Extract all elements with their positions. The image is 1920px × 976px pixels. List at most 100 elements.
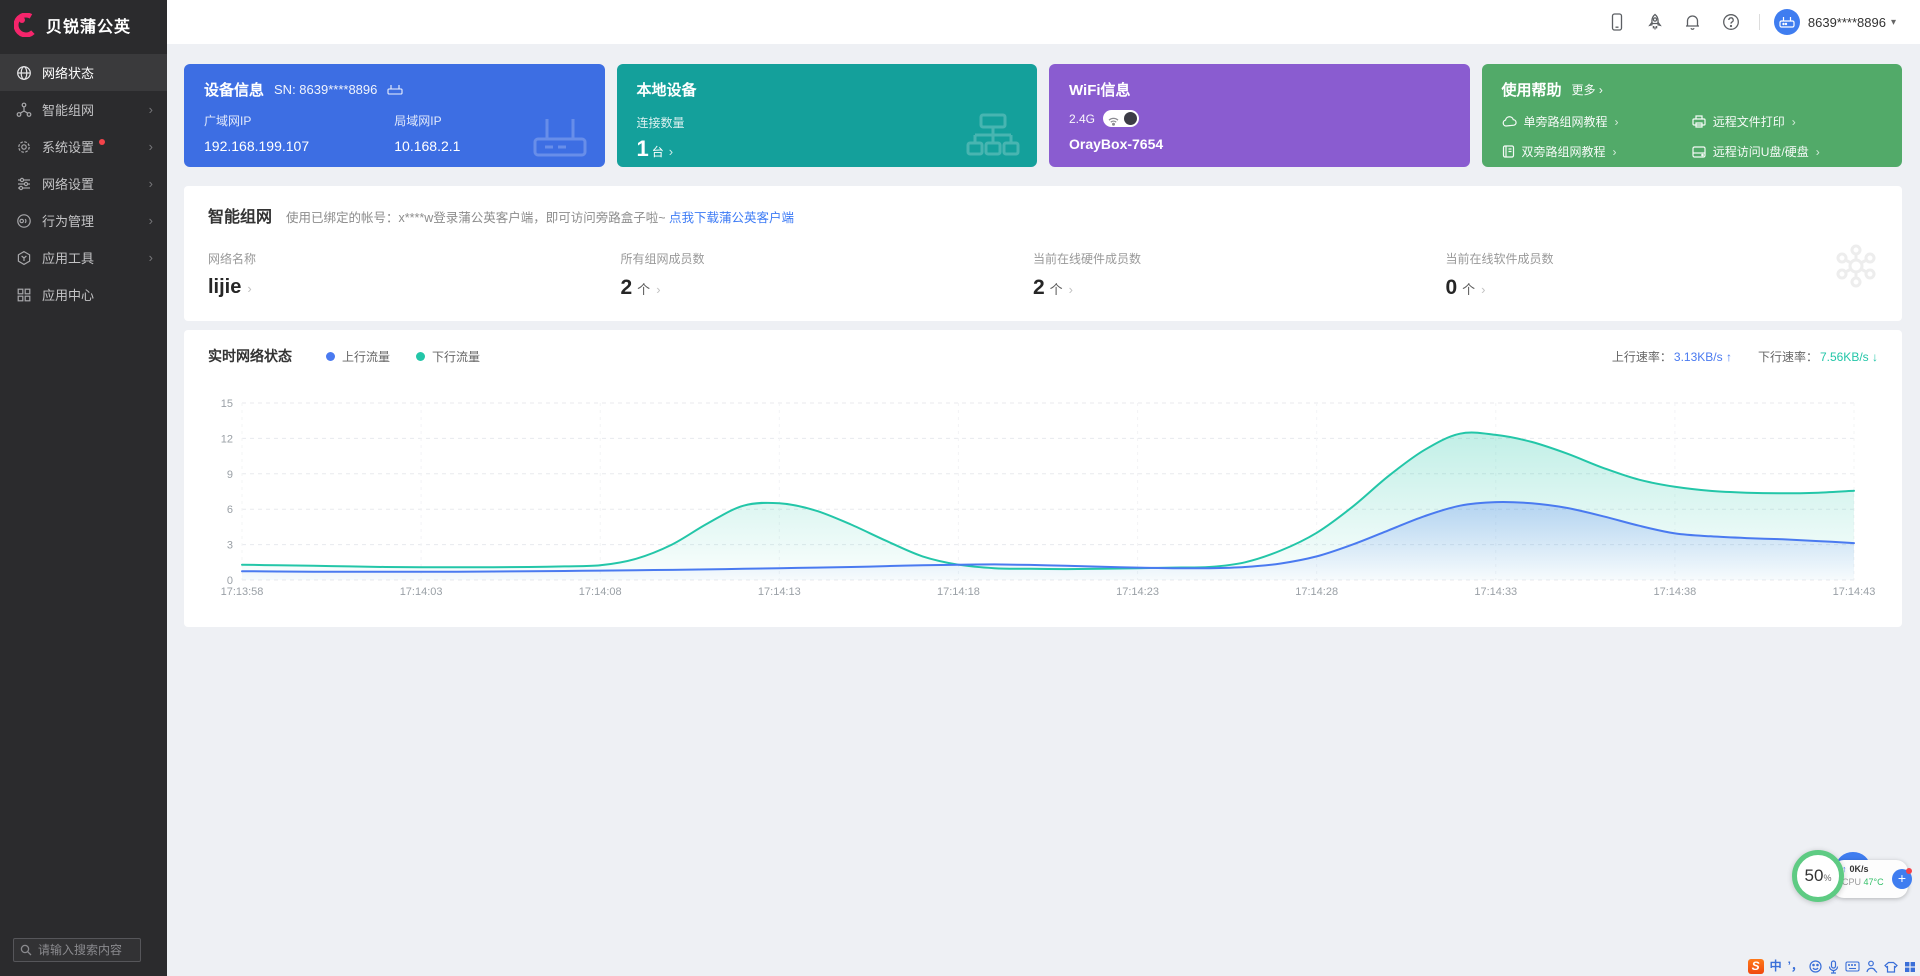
chevron-right-icon: › bbox=[668, 144, 674, 159]
wifi-toggle[interactable] bbox=[1103, 110, 1140, 127]
keyboard-icon[interactable] bbox=[1845, 961, 1860, 972]
device-sn: SN: 8639****8896 bbox=[274, 82, 378, 97]
svg-text:0: 0 bbox=[227, 575, 233, 587]
chart-legend: 上行流量 下行流量 bbox=[326, 348, 480, 365]
card-title: 设备信息 bbox=[204, 82, 265, 99]
ime-toolbar: S 中 ’， bbox=[1747, 958, 1916, 975]
sidebar-item-smart-network[interactable]: 智能组网 › bbox=[0, 91, 167, 128]
smart-network-description: 使用已绑定的帐号：x****w登录蒲公英客户端，即可访问旁路盒子啦~ 点我下载蒲… bbox=[286, 211, 795, 225]
summary-cards: 设备信息 SN: 8639****8896 广域网IP 192.168.199.… bbox=[184, 64, 1902, 167]
help-card: 使用帮助 更多 › 单旁路组网教程 › 远程文件打印 › bbox=[1481, 64, 1902, 167]
sidebar-item-app-tools[interactable]: 应用工具 › bbox=[0, 239, 167, 276]
sidebar-item-network-settings[interactable]: 网络设置 › bbox=[0, 165, 167, 202]
top-header: 8639****8896 ▾ bbox=[167, 0, 1920, 44]
handwriting-icon[interactable] bbox=[1866, 960, 1878, 973]
voice-icon[interactable] bbox=[1828, 959, 1839, 974]
apps-grid-icon bbox=[16, 287, 32, 303]
overlay-add-button[interactable]: + bbox=[1892, 868, 1912, 889]
book-icon bbox=[1502, 145, 1514, 158]
account-menu[interactable]: 8639****8896 ▾ bbox=[1773, 9, 1896, 35]
connections-link[interactable]: 1 台 › bbox=[637, 136, 1018, 162]
net-up-arrow-icon: ↑ bbox=[1842, 864, 1847, 874]
wifi-icon bbox=[1108, 113, 1119, 131]
smart-network-icon bbox=[16, 102, 32, 118]
sogou-logo-icon[interactable]: S bbox=[1747, 959, 1764, 974]
lan-ip-block: 局域网IP 10.168.2.1 bbox=[394, 112, 584, 154]
help-icon[interactable] bbox=[1721, 12, 1741, 32]
rocket-icon[interactable] bbox=[1645, 12, 1665, 32]
toolbox-icon[interactable] bbox=[1904, 961, 1916, 973]
globe-icon bbox=[16, 65, 32, 81]
overlay-stats-pill[interactable]: ↑ 0K/s CPU 47°C + bbox=[1832, 860, 1912, 898]
skin-icon[interactable] bbox=[1884, 961, 1898, 973]
realtime-network-panel: 实时网络状态 上行流量 下行流量 上行速率： 3.13KB/s ↑ 下行速率： 7.… bbox=[184, 330, 1902, 627]
network-watermark-icon bbox=[1836, 244, 1876, 288]
connections-count: 1 bbox=[636, 136, 649, 161]
download-client-link[interactable]: 点我下载蒲公英客户端 bbox=[669, 211, 795, 225]
sidebar-item-label: 智能组网 bbox=[42, 103, 95, 118]
printer-icon bbox=[1692, 115, 1706, 128]
help-link-single-bypass[interactable]: 单旁路组网教程 › bbox=[1502, 113, 1692, 130]
card-title: 本地设备 bbox=[636, 82, 697, 99]
stat-total-members-link[interactable]: 2 个 › bbox=[620, 276, 661, 299]
legend-upload[interactable]: 上行流量 bbox=[326, 348, 390, 365]
sidebar-item-behavior-management[interactable]: 行为管理 › bbox=[0, 202, 167, 239]
memory-percent-badge[interactable]: 50 % bbox=[1792, 850, 1844, 902]
realtime-title: 实时网络状态 bbox=[208, 348, 292, 364]
sidebar-item-network-status[interactable]: 网络状态 bbox=[0, 54, 167, 91]
mobile-app-icon[interactable] bbox=[1607, 12, 1627, 32]
download-rate-value: 7.56KB/s bbox=[1819, 349, 1869, 364]
card-title: WiFi信息 bbox=[1069, 82, 1131, 99]
help-link-remote-print[interactable]: 远程文件打印 › bbox=[1692, 113, 1882, 130]
avatar bbox=[1773, 9, 1800, 35]
emoji-icon[interactable] bbox=[1809, 960, 1822, 973]
chevron-right-icon: › bbox=[1612, 144, 1617, 159]
main-content: 设备信息 SN: 8639****8896 广域网IP 192.168.199.… bbox=[167, 44, 1920, 976]
connections-label: 连接数量 bbox=[636, 116, 685, 130]
behavior-icon bbox=[16, 213, 32, 229]
sidebar-menu: 网络状态 智能组网 › 系统设置 › bbox=[0, 54, 167, 313]
percent-value: 50 bbox=[1804, 866, 1824, 885]
svg-text:12: 12 bbox=[221, 433, 233, 445]
help-link-remote-disk[interactable]: 远程访问U盘/硬盘 › bbox=[1692, 143, 1882, 160]
net-speed: 0K/s bbox=[1849, 864, 1869, 874]
legend-download[interactable]: 下行流量 bbox=[416, 348, 480, 365]
punctuation-icon[interactable]: ’， bbox=[1787, 959, 1803, 973]
chevron-right-icon: › bbox=[148, 102, 153, 117]
chevron-right-icon: › bbox=[247, 281, 252, 296]
stat-online-hardware-link[interactable]: 2 个 › bbox=[1032, 276, 1074, 299]
sidebar-item-system-settings[interactable]: 系统设置 › bbox=[0, 128, 167, 165]
help-link-double-bypass[interactable]: 双旁路组网教程 › bbox=[1502, 143, 1692, 160]
disk-icon bbox=[1692, 145, 1706, 158]
chevron-right-icon: › bbox=[1791, 114, 1796, 129]
wifi-info-card: WiFi信息 2.4G OrayBox-7654 bbox=[1049, 64, 1470, 167]
toggle-knob bbox=[1124, 112, 1138, 125]
sidebar: 贝锐蒲公英 网络状态 智能组网 › 系统设置 bbox=[0, 0, 167, 976]
legend-dot-upload bbox=[326, 351, 335, 361]
sliders-icon bbox=[16, 176, 32, 192]
topology-watermark-icon bbox=[966, 113, 1020, 156]
sidebar-item-label: 系统设置 bbox=[42, 140, 95, 155]
sidebar-item-label: 网络状态 bbox=[42, 66, 95, 81]
chevron-right-icon: › bbox=[148, 139, 153, 154]
upload-rate-value: 3.13KB/s bbox=[1673, 349, 1723, 364]
overlay-notification-dot bbox=[1906, 868, 1912, 874]
cpu-label: CPU bbox=[1842, 877, 1862, 887]
chevron-right-icon: › bbox=[1481, 282, 1486, 297]
stat-online-software-link[interactable]: 0 个 › bbox=[1445, 276, 1486, 299]
search-input[interactable] bbox=[13, 938, 141, 962]
input-mode-chinese[interactable]: 中 bbox=[1769, 959, 1782, 973]
stat-online-software: 当前在线软件成员数 0 个 › bbox=[1445, 250, 1857, 300]
header-divider bbox=[1758, 14, 1760, 30]
help-more-link[interactable]: 更多 › bbox=[1571, 83, 1603, 97]
chevron-right-icon: › bbox=[1598, 83, 1603, 97]
stat-online-hardware: 当前在线硬件成员数 2 个 › bbox=[1033, 250, 1445, 300]
bell-icon[interactable] bbox=[1683, 12, 1703, 32]
svg-text:3: 3 bbox=[227, 540, 233, 552]
svg-text:17:13:58: 17:13:58 bbox=[221, 586, 264, 598]
smart-network-title: 智能组网 bbox=[208, 209, 273, 226]
sidebar-search bbox=[13, 938, 141, 962]
stat-network-name-link[interactable]: lijie › bbox=[208, 276, 252, 298]
sidebar-item-app-center[interactable]: 应用中心 bbox=[0, 276, 167, 313]
wan-ip-label: 广域网IP bbox=[204, 114, 252, 128]
